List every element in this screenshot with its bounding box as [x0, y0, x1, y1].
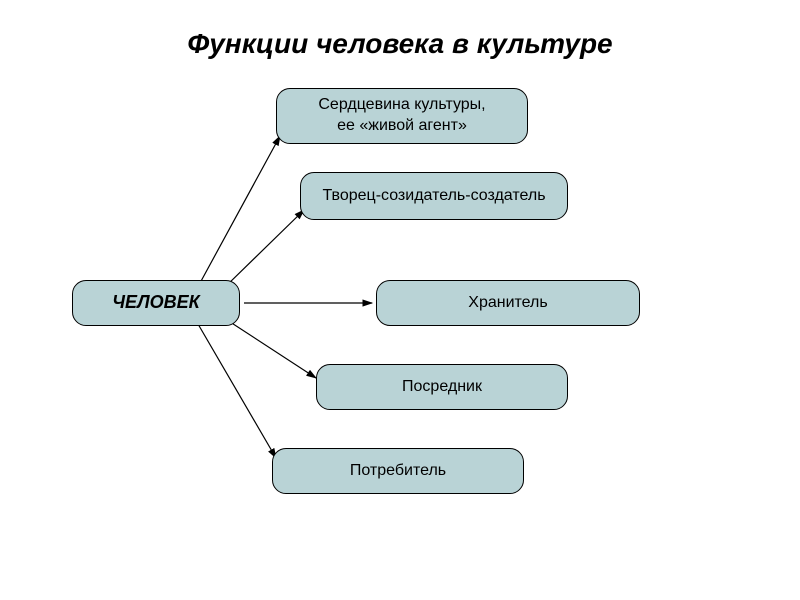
- node-n1: Сердцевина культуры, ее «живой агент»: [276, 88, 528, 144]
- node-n3: Хранитель: [376, 280, 640, 326]
- node-n5: Потребитель: [272, 448, 524, 494]
- node-n2: Творец-созидатель-создатель: [300, 172, 568, 220]
- edge-source-n2: [224, 210, 304, 288]
- node-n4: Посредник: [316, 364, 568, 410]
- edge-source-n4: [224, 318, 316, 378]
- node-label: Сердцевина культуры, ее «живой агент»: [318, 95, 485, 137]
- node-label: ЧЕЛОВЕК: [112, 291, 199, 314]
- node-source: ЧЕЛОВЕК: [72, 280, 240, 326]
- node-label: Творец-созидатель-создатель: [322, 186, 545, 207]
- node-label: Посредник: [402, 377, 482, 398]
- node-label: Потребитель: [350, 461, 446, 482]
- edge-source-n5: [198, 324, 276, 458]
- diagram-title: Функции человека в культуре: [0, 28, 800, 60]
- edge-source-n1: [200, 136, 280, 283]
- node-label: Хранитель: [468, 293, 547, 314]
